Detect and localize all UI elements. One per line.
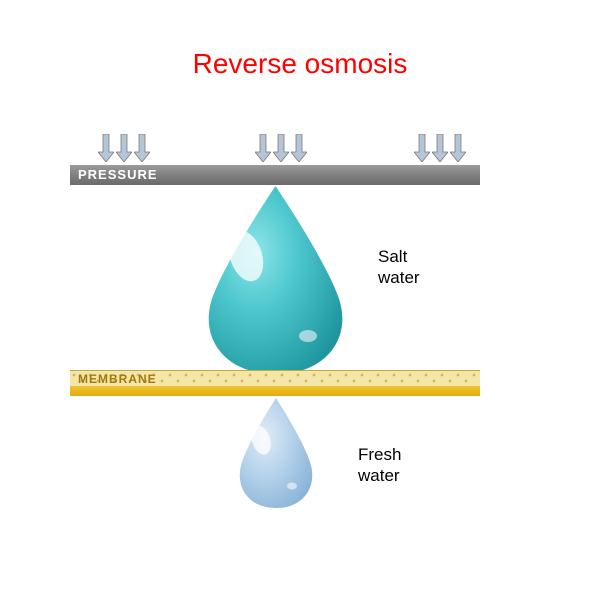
pressure-arrows-left: [98, 134, 150, 162]
fresh-line2: water: [358, 466, 400, 485]
fresh-water-drop-icon: [234, 398, 318, 508]
arrow-down-icon: [255, 134, 271, 162]
diagram-title: Reverse osmosis: [0, 48, 600, 80]
arrow-down-icon: [432, 134, 448, 162]
membrane-edge: [70, 386, 480, 396]
arrow-down-icon: [134, 134, 150, 162]
arrow-down-icon: [291, 134, 307, 162]
pressure-label: PRESSURE: [78, 167, 158, 182]
arrow-down-icon: [273, 134, 289, 162]
arrow-down-icon: [116, 134, 132, 162]
arrow-down-icon: [414, 134, 430, 162]
arrow-down-icon: [450, 134, 466, 162]
salt-line2: water: [378, 268, 420, 287]
arrow-down-icon: [98, 134, 114, 162]
pressure-arrows-right: [414, 134, 466, 162]
salt-water-drop-icon: [198, 186, 353, 374]
salt-water-label: Salt water: [378, 246, 420, 289]
fresh-water-label: Fresh water: [358, 444, 401, 487]
membrane-label: MEMBRANE: [78, 372, 157, 386]
fresh-line1: Fresh: [358, 445, 401, 464]
pressure-arrows-center: [255, 134, 307, 162]
salt-line1: Salt: [378, 247, 407, 266]
